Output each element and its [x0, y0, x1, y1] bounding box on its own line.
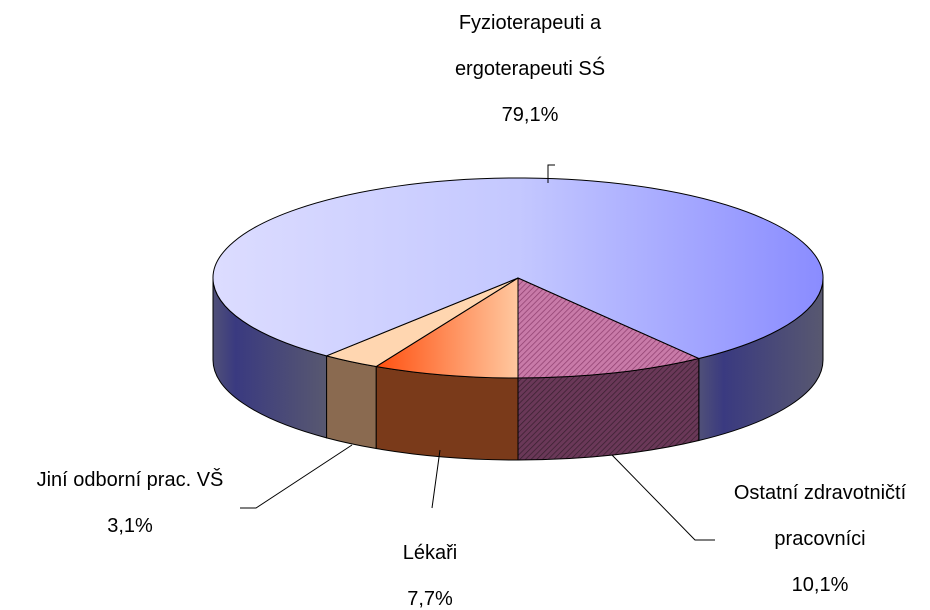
- category-label: Ostatní zdravotničtí pracovníci: [733, 482, 907, 550]
- value-label: 3,1%: [107, 515, 153, 537]
- slice-top: [517, 277, 701, 379]
- leader-line: [431, 449, 441, 509]
- value-label: 10,1%: [791, 574, 849, 596]
- slice-label: Lékaři 7,7%: [350, 530, 510, 610]
- value-label: 79,1%: [501, 104, 559, 126]
- slice-side: [326, 355, 377, 450]
- slice-side: [375, 365, 519, 461]
- leader-line: [547, 164, 555, 183]
- slice-top: [374, 277, 519, 379]
- leader-line: [240, 444, 353, 509]
- slice-label: Ostatní zdravotničtí pracovníci 10,1%: [710, 470, 930, 608]
- slice-label: Fyzioterapeuti a ergoterapeuti SŚ 79,1%: [410, 0, 650, 138]
- leader-line: [611, 454, 715, 541]
- slice-top: [212, 177, 824, 360]
- category-label: Jiní odborní prac. VŠ: [36, 469, 224, 491]
- value-label: 7,7%: [407, 588, 453, 610]
- slice-label: Jiní odborní prac. VŠ 3,1%: [0, 457, 260, 549]
- category-label: Lékaři: [402, 542, 458, 564]
- category-label: Fyzioterapeuti a ergoterapeuti SŚ: [454, 12, 606, 80]
